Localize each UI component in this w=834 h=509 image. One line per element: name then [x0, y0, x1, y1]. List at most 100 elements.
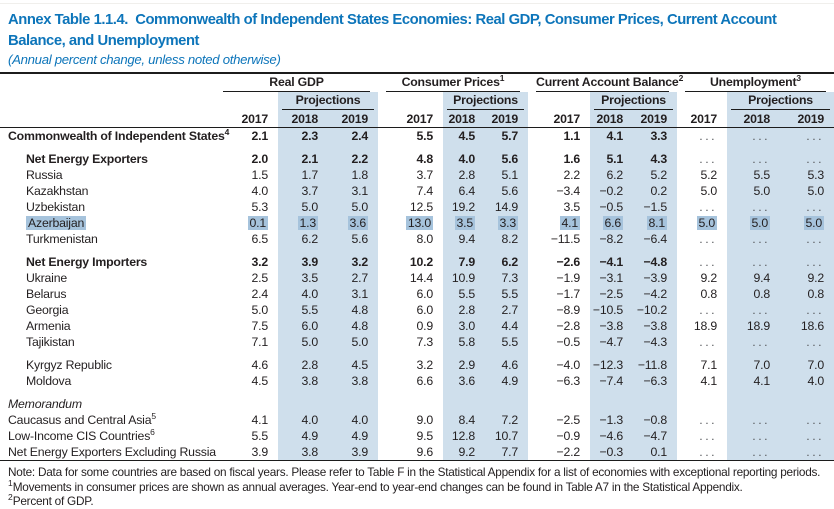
missing-value-dots: ...: [699, 232, 718, 246]
table-row: Caucasus and Central Asia5 4.1 4.0 4.0 9.0 8.…: [0, 412, 834, 428]
value-text: 7.7: [501, 445, 519, 459]
missing-value-dots: ...: [806, 200, 825, 214]
value-text: −8.9: [556, 303, 581, 317]
spacer-cell: [443, 247, 485, 254]
column-group-header: Consumer Prices1: [378, 73, 528, 92]
value-cell: 5.0: [780, 215, 834, 231]
value-cell: 4.1: [590, 127, 634, 144]
value-cell: 9.4: [443, 231, 485, 247]
value-cell: 5.1: [485, 167, 529, 183]
value-cell: ...: [780, 302, 834, 318]
value-cell: 2.3: [278, 127, 328, 144]
value-text: 1.5: [251, 168, 269, 182]
value-cell: 9.2: [677, 270, 727, 286]
value-text: 2.5: [251, 271, 269, 285]
projections-label: Projections: [748, 93, 813, 107]
value-cell: 0.8: [780, 286, 834, 302]
row-label: Net Energy Exporters Excluding Russia: [0, 444, 216, 461]
value-text: 10.7: [494, 429, 519, 443]
value-cell: 14.9: [485, 199, 529, 215]
row-label: Georgia: [0, 302, 215, 318]
value-cell: 3.9: [328, 444, 378, 461]
value-text: 4.1: [251, 413, 269, 427]
value-text: 5.2: [650, 168, 668, 182]
value-cell: 4.9: [278, 428, 328, 444]
value-cell: 0.8: [727, 286, 781, 302]
value-text: 5.0: [251, 303, 269, 317]
column-group-underline: Unemployment3: [685, 74, 827, 92]
spacer-cell: [378, 389, 443, 396]
value-cell: 6.0: [378, 302, 443, 318]
value-cell: 5.0: [727, 183, 781, 199]
value-cell: [485, 396, 529, 412]
value-cell: 18.9: [677, 318, 727, 334]
spacer-cell: [0, 144, 215, 151]
value-text: 18.9: [693, 319, 718, 333]
missing-value-dots: ...: [699, 429, 718, 443]
value-cell: 5.6: [328, 231, 378, 247]
projections-header: Projections: [727, 92, 834, 110]
value-text: 5.7: [501, 129, 519, 143]
value-cell: 7.3: [485, 270, 529, 286]
footnotes: Note: Data for some countries are based …: [8, 465, 824, 509]
value-text: 5.5: [501, 335, 519, 349]
value-text: 3.2: [416, 358, 434, 372]
missing-value-dots: ...: [752, 255, 771, 269]
value-text: 9.4: [458, 232, 476, 246]
missing-value-dots: ...: [699, 255, 718, 269]
value-cell: ...: [677, 444, 728, 461]
row-label: Net Energy Exporters: [0, 151, 215, 167]
value-cell: 4.8: [378, 151, 443, 167]
value-text: 2.4: [351, 129, 369, 143]
value-cell: 4.0: [328, 412, 378, 428]
value-text: 4.1: [559, 216, 581, 230]
value-cell: −2.5: [528, 412, 590, 428]
value-text: 4.8: [416, 152, 434, 166]
column-group-underline: Current Account Balance2: [536, 74, 683, 92]
value-text: 4.9: [501, 374, 519, 388]
value-text: −4.2: [643, 287, 668, 301]
value-cell: ...: [677, 302, 727, 318]
value-cell: [727, 396, 781, 412]
value-cell: 3.2: [328, 254, 378, 270]
group-header-row: Real GDP Consumer Prices1 Current Account …: [0, 73, 834, 92]
value-cell: 7.1: [677, 357, 727, 373]
years-row: 2017 2018 2019 2017 2018 2019 2017 2018 2019 2017…: [0, 110, 834, 128]
value-cell: −11.8: [633, 357, 678, 373]
value-text: 9.4: [753, 271, 771, 285]
table-subtitle: (Annual percent change, unless noted oth…: [8, 52, 281, 67]
value-cell: −1.5: [633, 199, 678, 215]
spacer-cell: [633, 144, 678, 151]
table-row: Moldova 4.5 3.8 3.8 6.6 3.6 4.9 −6.3 −7.4 −6.3 4.1…: [0, 373, 834, 389]
row-label-text: Georgia: [26, 303, 69, 317]
value-cell: 3.6: [328, 215, 378, 231]
value-text: 5.1: [606, 152, 624, 166]
value-text: 8.2: [501, 232, 519, 246]
value-cell: ...: [677, 334, 727, 350]
value-cell: 3.7: [378, 167, 443, 183]
value-text: 1.6: [563, 152, 581, 166]
value-cell: 3.2: [378, 357, 443, 373]
spacer-cell: [780, 247, 834, 254]
spacer-cell: [328, 350, 378, 357]
spacer-cell: [215, 247, 278, 254]
corner-cell: [0, 73, 215, 92]
value-cell: 5.7: [485, 127, 529, 144]
row-label: Kyrgyz Republic: [0, 357, 215, 373]
value-text: 10.9: [451, 271, 475, 285]
value-cell: −3.9: [633, 270, 678, 286]
missing-value-dots: ...: [806, 129, 825, 143]
value-text: −3.8: [643, 319, 668, 333]
spacer-cell: [485, 350, 529, 357]
value-text: 3.5: [563, 200, 581, 214]
value-text: 4.6: [501, 358, 519, 372]
value-cell: ...: [677, 254, 727, 270]
value-cell: 3.1: [328, 286, 378, 302]
value-text: −0.5: [599, 200, 624, 214]
value-cell: 9.2: [443, 444, 485, 461]
value-cell: −6.3: [528, 373, 590, 389]
row-label-text: Uzbekistan: [26, 200, 85, 214]
value-text: 0.8: [753, 287, 771, 301]
value-cell: ...: [727, 302, 781, 318]
value-cell: 3.7: [278, 183, 328, 199]
